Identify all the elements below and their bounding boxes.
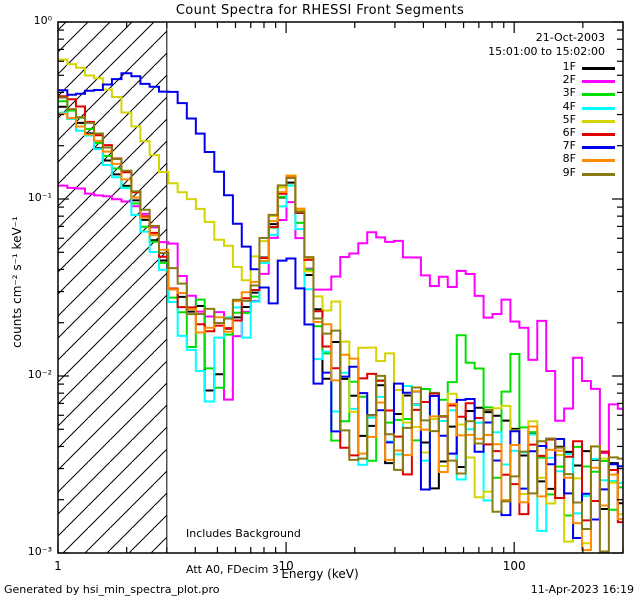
- footer-generator: Generated by hsi_min_spectra_plot.pro: [4, 583, 220, 596]
- legend-color-swatch: [582, 67, 615, 70]
- legend-item-label: 4F: [562, 99, 576, 113]
- y-tick-label: 10⁻³: [27, 545, 52, 558]
- legend-item-label: 7F: [562, 139, 576, 153]
- legend-color-swatch: [582, 80, 615, 84]
- legend-item-8f: 8F: [430, 152, 615, 166]
- legend-color-swatch: [582, 159, 615, 163]
- legend-item-label: 2F: [562, 73, 576, 87]
- legend-color-swatch: [582, 172, 615, 176]
- legend-color-swatch: [582, 106, 615, 110]
- legend-date: 21-Oct-2003: [535, 31, 605, 44]
- legend-color-swatch: [582, 119, 615, 123]
- legend-time-range: 15:01:00 to 15:02:00: [488, 45, 605, 58]
- plot-annotation: Includes Background Att A0, FDecim 3: [186, 504, 301, 600]
- legend-item-2f: 2F: [430, 73, 615, 87]
- legend-item-5f: 5F: [430, 112, 615, 127]
- legend-item-label: 1F: [562, 60, 576, 73]
- annotation-line-1: Includes Background: [186, 527, 301, 540]
- y-tick-label: 10⁰: [33, 14, 52, 27]
- x-tick-label: 1: [54, 559, 62, 573]
- hatched-threshold-region: [58, 22, 168, 553]
- legend-item-9f: 9F: [430, 165, 615, 180]
- legend-item-1f: 1F: [430, 60, 615, 74]
- legend-item-label: 8F: [562, 152, 576, 166]
- x-axis-label: Energy (keV): [281, 567, 359, 581]
- legend-item-4f: 4F: [430, 99, 615, 114]
- page-title: Count Spectra for RHESSI Front Segments: [175, 3, 465, 18]
- legend-item-label: 9F: [562, 165, 576, 179]
- axes-frame: [57, 21, 624, 554]
- y-tick-label: 10⁻²: [27, 368, 52, 381]
- legend-item-3f: 3F: [430, 86, 615, 100]
- legend-color-swatch: [582, 93, 615, 97]
- legend-item-label: 3F: [562, 86, 576, 100]
- x-tick-label: 100: [502, 559, 526, 573]
- y-tick-label: 10⁻¹: [27, 191, 52, 204]
- annotation-line-2: Att A0, FDecim 3: [186, 563, 279, 576]
- x-tick-label: 10: [278, 559, 294, 573]
- legend-item-label: 6F: [562, 126, 576, 139]
- y-axis-label: counts cm⁻² s⁻¹ keV⁻¹: [10, 216, 24, 348]
- legend-color-swatch: [582, 133, 615, 136]
- legend-item-label: 5F: [562, 112, 576, 126]
- legend-color-swatch: [582, 146, 615, 150]
- spectra-curves: [58, 58, 623, 553]
- legend-item-6f: 6F: [430, 126, 615, 140]
- legend-item-7f: 7F: [430, 139, 615, 153]
- footer-timestamp: 11-Apr-2023 16:19: [530, 583, 634, 596]
